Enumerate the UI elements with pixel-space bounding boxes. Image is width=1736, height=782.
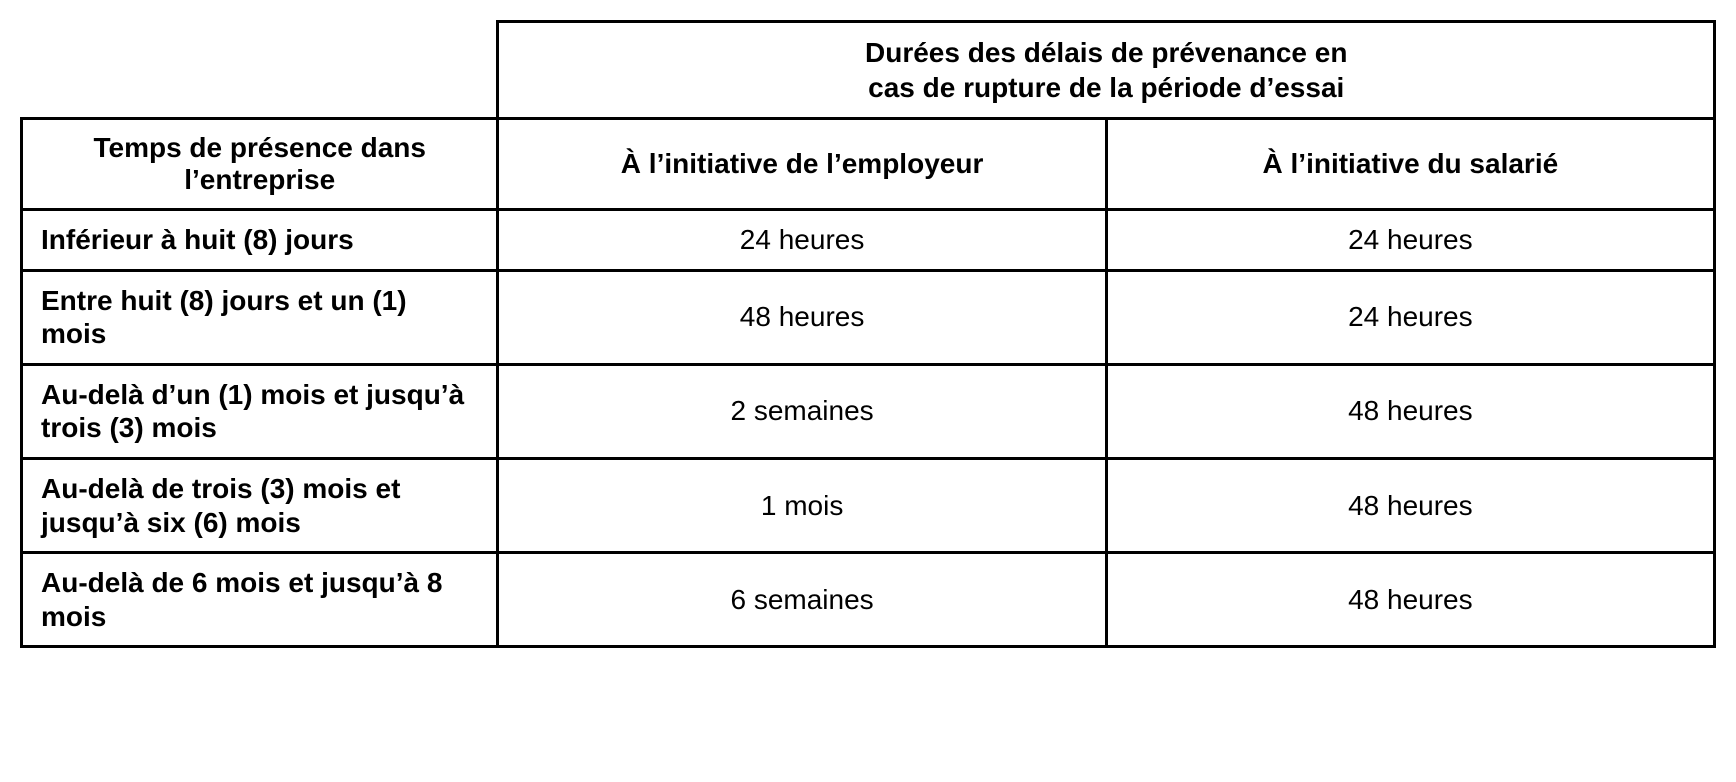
table-row: Au-delà de 6 mois et jusqu’à 8 mois 6 se… bbox=[22, 553, 1715, 647]
header-span-cell: Durées des délais de prévenance en cas d… bbox=[498, 22, 1715, 119]
row-employer: 48 heures bbox=[498, 270, 1106, 364]
col-header-mid: À l’initiative de l’employeur bbox=[498, 119, 1106, 210]
row-employee: 48 heures bbox=[1106, 553, 1714, 647]
row-label: Au-delà de 6 mois et jusqu’à 8 mois bbox=[22, 553, 498, 647]
table-row: Au-delà de trois (3) mois et jusqu’à six… bbox=[22, 458, 1715, 552]
table-header-row-1: Durées des délais de prévenance en cas d… bbox=[22, 22, 1715, 119]
col-header-right: À l’initiative du salarié bbox=[1106, 119, 1714, 210]
row-employee: 24 heures bbox=[1106, 210, 1714, 271]
header-span-line1: Durées des délais de prévenance en bbox=[865, 37, 1347, 68]
row-label: Entre huit (8) jours et un (1) mois bbox=[22, 270, 498, 364]
row-label: Au-delà d’un (1) mois et jusqu’à trois (… bbox=[22, 364, 498, 458]
table-header-row-2: Temps de présence dans l’entreprise À l’… bbox=[22, 119, 1715, 210]
table-row: Inférieur à huit (8) jours 24 heures 24 … bbox=[22, 210, 1715, 271]
col-header-left: Temps de présence dans l’entreprise bbox=[22, 119, 498, 210]
row-label: Au-delà de trois (3) mois et jusqu’à six… bbox=[22, 458, 498, 552]
empty-top-left-cell bbox=[22, 22, 498, 119]
row-employee: 48 heures bbox=[1106, 458, 1714, 552]
row-employer: 24 heures bbox=[498, 210, 1106, 271]
row-employer: 1 mois bbox=[498, 458, 1106, 552]
header-span-line2: cas de rupture de la période d’essai bbox=[868, 72, 1344, 103]
table-row: Entre huit (8) jours et un (1) mois 48 h… bbox=[22, 270, 1715, 364]
row-label: Inférieur à huit (8) jours bbox=[22, 210, 498, 271]
table-row: Au-delà d’un (1) mois et jusqu’à trois (… bbox=[22, 364, 1715, 458]
row-employer: 2 semaines bbox=[498, 364, 1106, 458]
notice-period-table: Durées des délais de prévenance en cas d… bbox=[20, 20, 1716, 648]
row-employee: 24 heures bbox=[1106, 270, 1714, 364]
row-employee: 48 heures bbox=[1106, 364, 1714, 458]
row-employer: 6 semaines bbox=[498, 553, 1106, 647]
